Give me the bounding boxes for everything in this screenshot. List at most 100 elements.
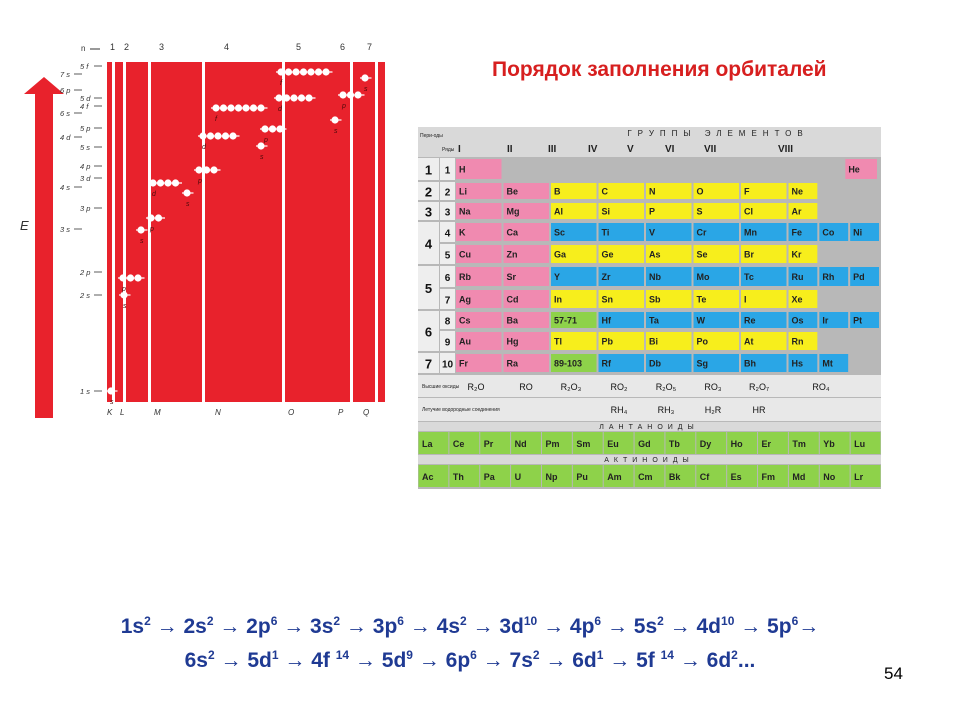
element-symbol: Se <box>697 250 708 260</box>
term-exponent: 2 <box>206 614 214 628</box>
oxide-formula: R₂O₃ <box>561 382 582 392</box>
actinide-symbol: Bk <box>669 472 681 482</box>
electron-dot <box>354 91 362 99</box>
energy-axis-label: E <box>20 218 29 233</box>
row-number: 8 <box>445 317 451 328</box>
element-cell <box>646 203 692 219</box>
element-symbol: B <box>554 187 561 197</box>
period-cell <box>418 266 439 309</box>
lanthanide-symbol: Sm <box>576 439 590 449</box>
actinide-cell <box>449 465 480 487</box>
orbital-tag: s <box>364 86 368 93</box>
period-number: 5 <box>425 281 432 296</box>
electron-dot <box>268 125 277 133</box>
term-exponent: 6 <box>397 614 404 628</box>
element-symbol: Mt <box>822 359 833 369</box>
element-cell <box>503 332 549 350</box>
electron-dot <box>339 91 347 99</box>
element-symbol: Cl <box>744 207 753 217</box>
element-symbol: Cd <box>507 295 519 305</box>
element-cell <box>598 245 644 263</box>
sequence-arrow: → <box>537 615 570 638</box>
oxides-label: Высшие оксиды <box>422 384 460 390</box>
element-symbol: Pb <box>602 337 614 347</box>
element-cell <box>741 290 787 308</box>
row-number: 6 <box>445 273 451 284</box>
sequence-arrow: → <box>663 615 697 638</box>
level-label: 5 p <box>80 124 90 133</box>
row-cell <box>440 266 455 287</box>
term-exponent: 1 <box>271 648 279 662</box>
shell-letter: L <box>120 408 124 417</box>
period-number: 1 <box>425 163 432 178</box>
shell-separator <box>202 62 205 402</box>
term-exponent: 14 <box>335 648 350 662</box>
electron-dot <box>195 166 203 174</box>
electron-dot <box>229 132 237 140</box>
row-number: 9 <box>445 338 451 349</box>
period-number: 3 <box>425 205 432 220</box>
element-cell <box>693 267 739 286</box>
electron-dot <box>183 189 191 197</box>
electron-dot <box>331 116 339 124</box>
term-exponent: 2 <box>333 614 341 628</box>
electron-dot <box>261 125 269 133</box>
element-cell <box>845 159 877 179</box>
orbital-tag: p <box>197 178 202 185</box>
actinide-cell <box>634 465 665 487</box>
orbital-tag: p <box>149 226 154 233</box>
actinide-cell <box>727 465 758 487</box>
element-symbol: Ru <box>792 272 804 282</box>
element-symbol: Ge <box>602 250 614 260</box>
period-cell <box>418 202 439 220</box>
electron-dot <box>290 94 298 102</box>
lanthanide-symbol: Eu <box>607 439 619 449</box>
element-symbol: H <box>459 165 466 175</box>
orbital-tag: d <box>278 106 283 113</box>
sequence-arrow: → <box>340 615 373 638</box>
element-symbol: C <box>602 187 609 197</box>
level-label: 2 p <box>79 268 90 277</box>
sequence-term: 6p6 <box>445 648 477 672</box>
shell-separator <box>148 62 151 402</box>
shell-separator <box>375 62 378 402</box>
term-exponent: 10 <box>523 614 538 628</box>
actinide-symbol: Md <box>792 472 805 482</box>
sequence-term: 3s2 <box>310 614 341 638</box>
shell-letter: Q <box>363 408 369 417</box>
row-number: 2 <box>445 188 451 199</box>
actinide-cell <box>665 465 696 487</box>
term-exponent: 6 <box>270 614 278 628</box>
electron-dot <box>221 132 230 140</box>
electron-dot <box>299 68 308 76</box>
period-number: 6 <box>425 325 432 340</box>
element-symbol: W <box>697 316 706 326</box>
element-symbol: Sc <box>554 228 565 238</box>
element-cell <box>693 223 739 241</box>
element-symbol: Rb <box>459 272 471 282</box>
actinide-symbol: Cm <box>638 472 653 482</box>
element-symbol: Ar <box>792 207 802 217</box>
element-cell <box>788 354 818 372</box>
row-cell <box>440 311 455 329</box>
element-cell <box>456 183 502 199</box>
lanthanides-band <box>418 422 881 431</box>
electron-dot <box>305 94 313 102</box>
element-symbol: Os <box>792 316 804 326</box>
element-cell <box>503 354 549 372</box>
element-cell <box>646 267 692 286</box>
element-cell <box>551 267 597 286</box>
level-label: 6 p <box>60 86 70 95</box>
element-symbol: Po <box>697 337 709 347</box>
element-symbol: Ti <box>602 228 610 238</box>
sequence-arrow: → <box>539 649 573 672</box>
period-cell <box>418 182 439 200</box>
orbital-tag: s <box>140 238 144 245</box>
element-cell <box>788 332 818 350</box>
electron-dot <box>154 214 163 222</box>
element-cell <box>788 267 818 286</box>
orbital-energy-diagram: En 1 2 3 4 5 6 7 K L M N O P Q 7 s 5 f 6 p 5 d4 f 6 s 5 p 4 d… <box>20 42 385 418</box>
period-cell <box>418 222 439 264</box>
electron-dot <box>307 68 315 76</box>
actinides-label: АКТИНОИДЫ <box>604 457 694 464</box>
